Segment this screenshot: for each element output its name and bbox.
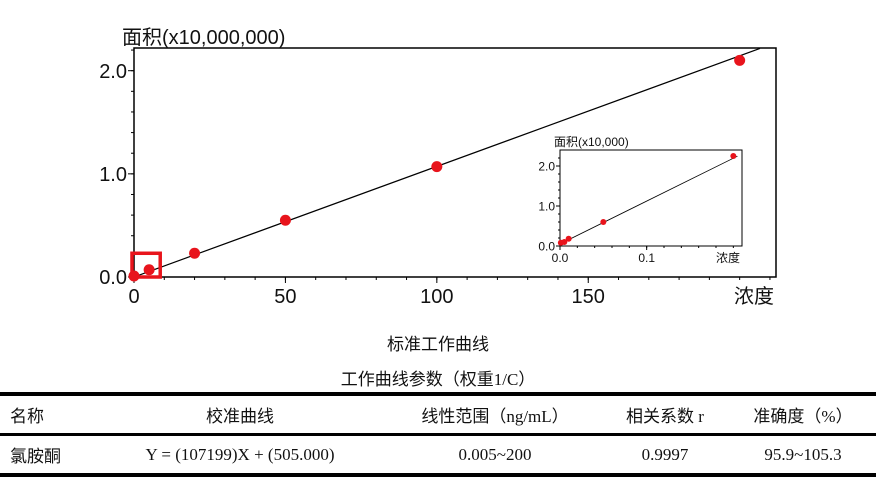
main-data-point	[431, 161, 443, 173]
inset-fit-line	[560, 155, 738, 245]
inset-x-tick-label: 0.1	[638, 251, 655, 265]
figure-caption: 标准工作曲线	[387, 335, 489, 354]
main-data-point	[734, 54, 746, 66]
header-name: 名称	[10, 407, 44, 426]
inset-y-tick-label: 2.0	[538, 159, 555, 173]
inset-data-point	[561, 239, 568, 245]
main-highlight-box	[130, 251, 162, 279]
inset-y-tick-label: 0.0	[538, 239, 555, 253]
cell-name: 氯胺酮	[10, 447, 61, 466]
header-r: 相关系数 r	[626, 407, 704, 426]
main-data-point	[189, 247, 201, 259]
table-header-row: 名称 校准曲线 线性范围（ng/mL） 相关系数 r 准确度（%）	[0, 394, 876, 435]
main-x-tick-label: 50	[274, 286, 296, 308]
cell-curve: Y = (107199)X + (505.000)	[145, 444, 335, 464]
inset-data-point	[565, 235, 572, 242]
main-y-tick-label: 1.0	[99, 164, 127, 186]
header-curve: 校准曲线	[206, 407, 274, 426]
inset-y-axis-label: 面积(x10,000)	[554, 135, 629, 149]
main-x-axis-label: 浓度	[734, 285, 774, 308]
inset-plot: 0.0 0.1 0.0 1.0 2.0 面积(x10,000) 浓度	[538, 135, 743, 265]
inset-plot-frame	[559, 149, 743, 247]
curve-parameters-table: 名称 校准曲线 线性范围（ng/mL） 相关系数 r 准确度（%） 氯胺酮 Y …	[0, 392, 876, 477]
cell-accuracy: 95.9~105.3	[764, 444, 842, 464]
inset-x-tick-label: 0.0	[552, 251, 569, 265]
main-data-point	[279, 214, 291, 226]
header-accuracy: 准确度（%）	[753, 407, 853, 426]
main-x-tick-label: 100	[420, 286, 453, 308]
main-data-point	[143, 264, 155, 276]
main-x-tick-label: 150	[572, 286, 605, 308]
main-data-point	[128, 270, 140, 282]
table-row: 氯胺酮 Y = (107199)X + (505.000) 0.005~200 …	[0, 435, 876, 475]
main-y-axis-label: 面积(x10,000,000)	[122, 26, 285, 49]
cell-r: 0.9997	[641, 444, 689, 464]
main-fit-line	[134, 48, 761, 277]
inset-y-tick-label: 1.0	[538, 199, 555, 213]
table-caption: 工作曲线参数（权重1/C）	[340, 370, 536, 389]
inset-data-point	[730, 153, 737, 159]
header-range: 线性范围（ng/mL）	[421, 407, 569, 426]
main-y-tick-label: 0.0	[99, 267, 127, 289]
inset-x-axis-label: 浓度	[716, 250, 740, 265]
main-x-tick-label: 0	[128, 286, 139, 308]
cell-range: 0.005~200	[458, 444, 532, 464]
main-y-tick-label: 2.0	[99, 61, 127, 83]
inset-data-point	[600, 219, 607, 225]
